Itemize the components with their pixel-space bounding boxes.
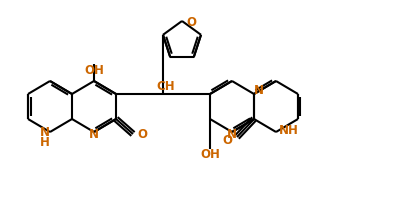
- Text: N: N: [279, 123, 289, 136]
- Text: O: O: [222, 134, 232, 147]
- Text: H: H: [40, 136, 50, 149]
- Text: O: O: [186, 15, 196, 28]
- Text: N: N: [89, 128, 99, 141]
- Text: H: H: [288, 123, 298, 136]
- Text: OH: OH: [84, 64, 104, 77]
- Text: OH: OH: [200, 148, 220, 161]
- Text: N: N: [40, 126, 50, 139]
- Text: N: N: [254, 84, 264, 97]
- Text: N: N: [227, 128, 237, 141]
- Text: CH: CH: [157, 79, 175, 92]
- Text: O: O: [137, 128, 147, 141]
